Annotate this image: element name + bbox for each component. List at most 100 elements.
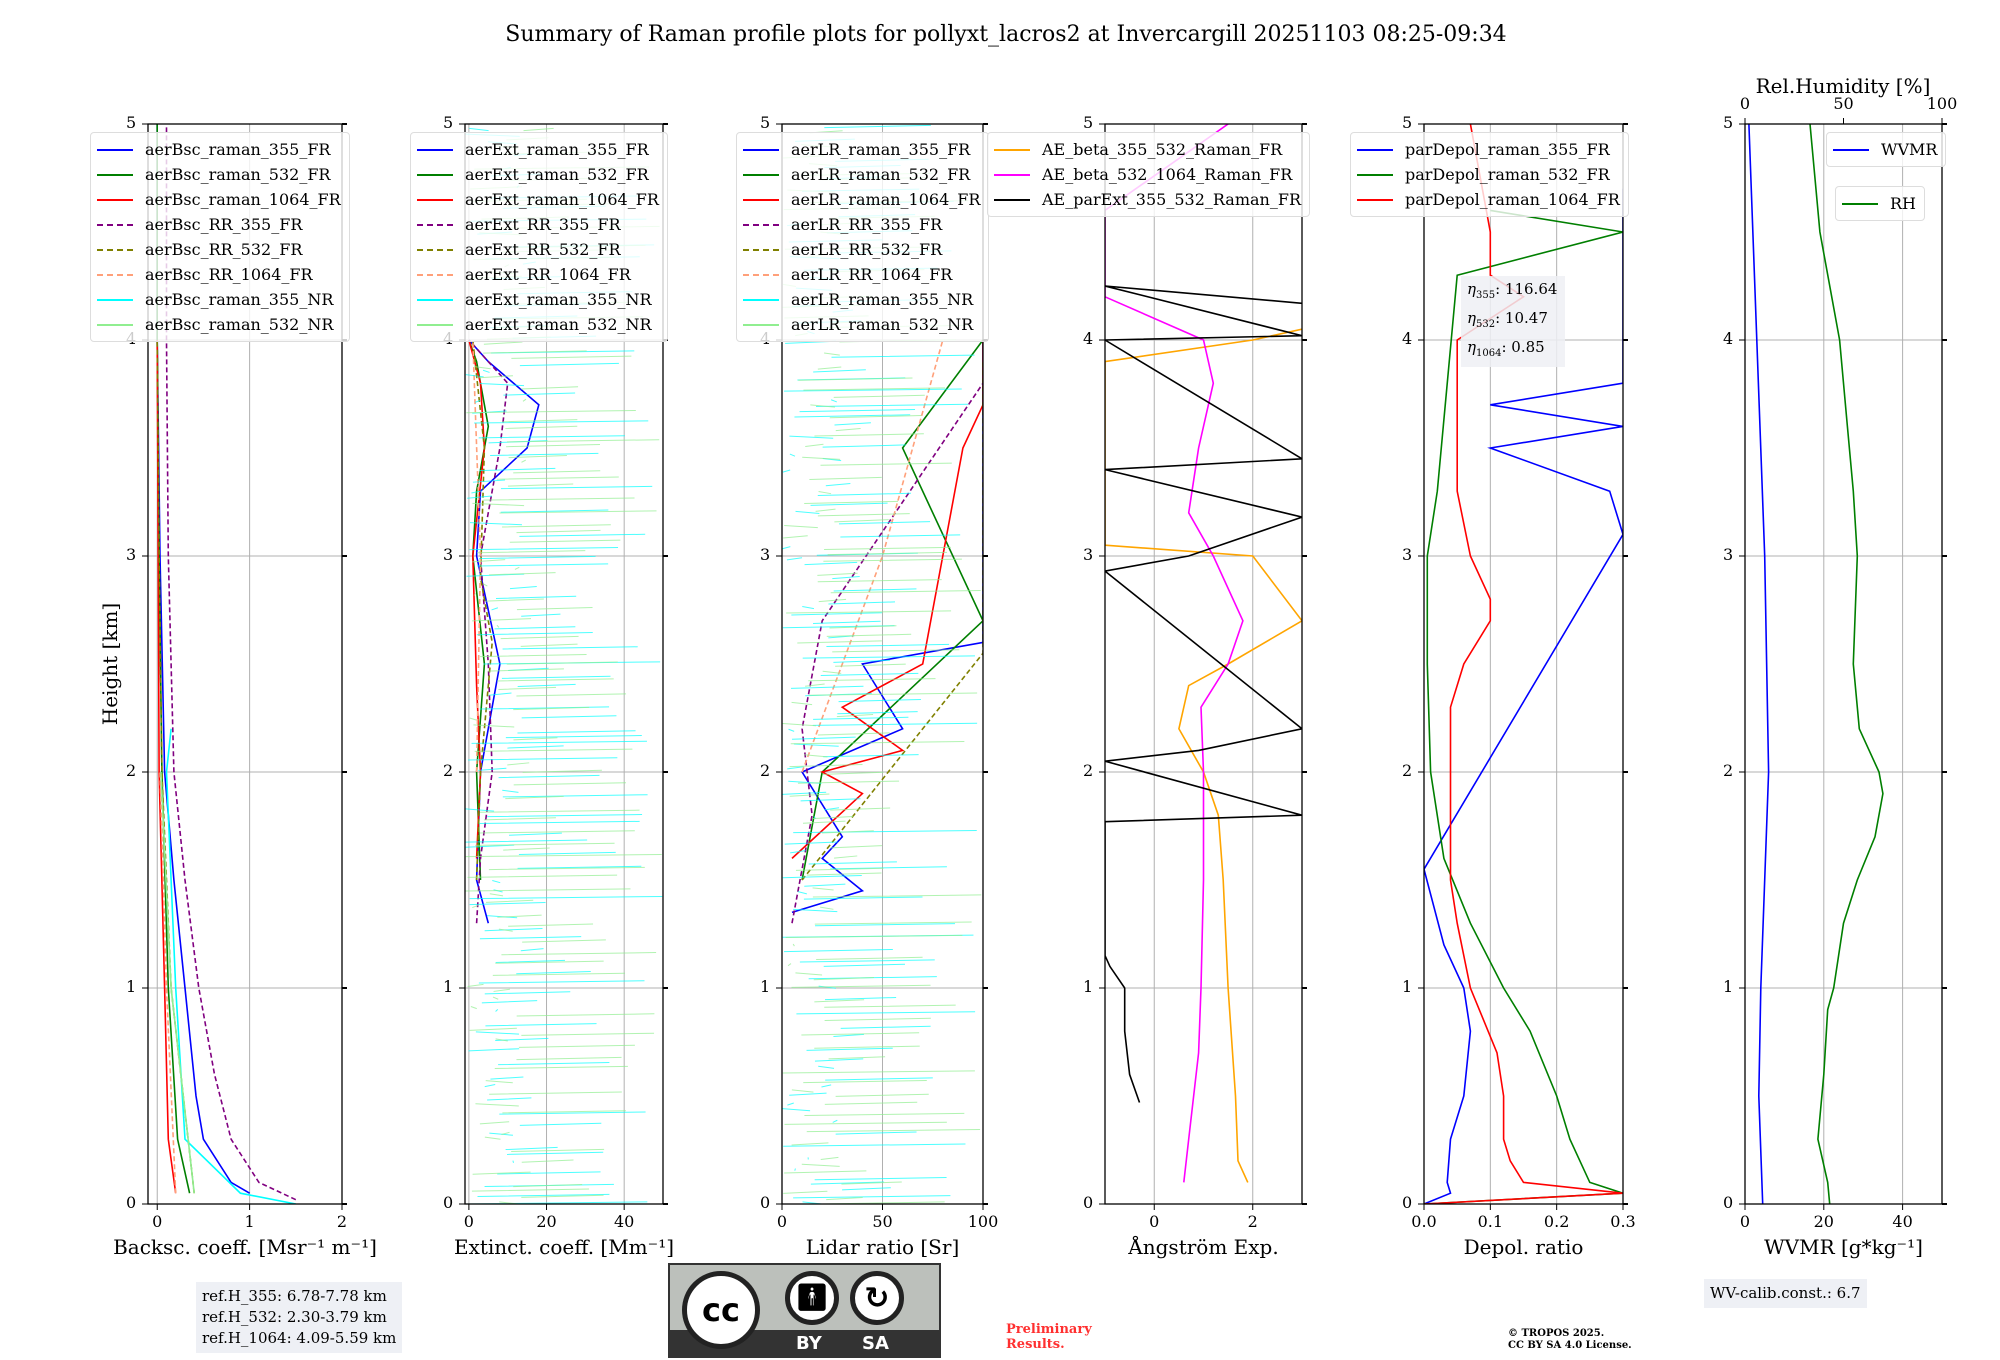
legend-swatch (417, 148, 453, 151)
legend-entry: aerExt_RR_355_FR (417, 212, 659, 237)
legend-swatch (417, 323, 453, 326)
legend-entry: aerBsc_raman_1064_FR (97, 187, 341, 212)
legend-label: aerExt_raman_355_NR (465, 290, 652, 309)
ref-h-532: ref.H_532: 2.30-3.79 km (202, 1308, 387, 1326)
x-axis-label: Ångström Exp. (1128, 1235, 1279, 1259)
series-aerLR_raman_532_FR (801, 339, 983, 881)
legend-swatch (994, 198, 1030, 201)
legend-entry: aerLR_RR_355_FR (743, 212, 980, 237)
legend-swatch (743, 323, 779, 326)
series-aerBsc_raman_355_NR (165, 728, 296, 1204)
series-group (156, 124, 297, 1204)
legend-label: aerLR_RR_1064_FR (791, 265, 953, 284)
series-WVMR (1748, 124, 1770, 1204)
legend-label: aerExt_raman_355_FR (465, 140, 649, 159)
y-axis-label: Height [km] (98, 602, 122, 726)
by-label: BY (796, 1333, 822, 1354)
legend-swatch (1357, 173, 1393, 176)
figure-title: Summary of Raman profile plots for polly… (505, 22, 1507, 47)
legend-entry: aerLR_raman_532_NR (743, 312, 980, 337)
legend-entry: parDepol_raman_355_FR (1357, 137, 1620, 162)
series-group (1748, 124, 1884, 1204)
series-aerExt_RR_355_FR (468, 339, 509, 924)
x-tick-label: 0.0 (1411, 1212, 1437, 1231)
legend-label: AE_beta_355_532_Raman_FR (1042, 140, 1283, 159)
legend-entry: aerExt_raman_355_NR (417, 287, 659, 312)
y-tick-label: 3 (1402, 545, 1413, 564)
y-tick-label: 4 (1083, 329, 1094, 348)
y-tick-label: 3 (1723, 545, 1734, 564)
axes-frame (464, 123, 664, 1205)
eta-1064: η1064: 0.85 (1467, 338, 1545, 359)
legend-swatch (417, 273, 453, 276)
legend-entry: aerLR_raman_355_FR (743, 137, 980, 162)
series-group (1424, 124, 1623, 1204)
series-aerLR_raman_1064_FR (791, 340, 983, 859)
x-tick-label: 40 (613, 1212, 635, 1231)
legend-label: aerBsc_raman_1064_FR (145, 190, 341, 209)
y-tick-label: 1 (1723, 977, 1734, 996)
legend-label: aerLR_raman_1064_FR (791, 190, 981, 209)
legend-entry: WVMR (1833, 137, 1937, 162)
legend-swatch (97, 198, 133, 201)
panel-3 (776, 123, 988, 1210)
y-tick-label: 0 (760, 1193, 771, 1212)
eta-532: η532: 10.47 (1467, 309, 1548, 330)
rh-axis-label: Rel.Humidity [%] (1755, 74, 1931, 98)
legend-label: aerBsc_raman_355_NR (145, 290, 334, 309)
y-tick-label: 1 (760, 977, 771, 996)
series-parDepol_raman_1064_FR (1424, 124, 1623, 1204)
series-aerExt_RR_1064_FR (472, 339, 482, 773)
series-aerBsc_RR_1064_FR (159, 771, 177, 1194)
legend-swatch (97, 323, 133, 326)
legend-label: aerLR_raman_532_NR (791, 315, 974, 334)
legend: aerLR_raman_355_FR aerLR_raman_532_FR aerL… (736, 132, 990, 342)
legend-label: aerLR_raman_532_FR (791, 165, 971, 184)
legend-swatch (97, 173, 133, 176)
panel-4 (1099, 123, 1307, 1210)
series-group (1105, 124, 1302, 1183)
x-tick-label: 40 (1892, 1212, 1913, 1231)
legend-swatch (994, 173, 1030, 176)
series-group (465, 127, 663, 1204)
legend: parDepol_raman_355_FR parDepol_raman_532_… (1350, 132, 1629, 217)
legend-swatch (1357, 148, 1393, 151)
x-tick-label: 0.2 (1543, 1212, 1570, 1231)
legend-entry: aerExt_raman_1064_FR (417, 187, 659, 212)
eta-355: η355: 116.64 (1467, 280, 1558, 301)
legend: aerExt_raman_355_FR aerExt_raman_532_FR ae… (410, 132, 668, 342)
share-alike-icon: ↻ (850, 1271, 904, 1325)
series-aerLR_RR_532_FR (801, 361, 983, 881)
series-aerLR_RR_1064_FR (801, 339, 944, 773)
legend-swatch (417, 173, 453, 176)
axes-frame (147, 123, 343, 1205)
legend-swatch (417, 198, 453, 201)
legend-swatch (994, 148, 1030, 151)
legend-swatch (97, 248, 133, 251)
legend-entry: aerExt_raman_355_FR (417, 137, 659, 162)
legend-entry: aerBsc_RR_1064_FR (97, 262, 341, 287)
legend-label: parDepol_raman_355_FR (1405, 140, 1610, 159)
series-group (782, 124, 983, 1204)
legend-label: aerBsc_RR_532_FR (145, 240, 303, 259)
series-AE_beta_532_1064_Raman_FR (1105, 124, 1244, 1183)
x-tick-label: 0 (776, 1212, 788, 1231)
panel-6 (1739, 123, 1947, 1210)
attribution-person-icon: 🚹︎ (785, 1271, 839, 1325)
legend-entry: RH (1842, 191, 1916, 216)
legend: AE_beta_355_532_Raman_FR AE_beta_532_1064… (987, 132, 1310, 217)
legend-entry: AE_beta_532_1064_Raman_FR (994, 162, 1301, 187)
x-tick-label: 100 (967, 1212, 999, 1231)
legend-swatch (743, 173, 779, 176)
legend-label: aerExt_RR_1064_FR (465, 265, 631, 284)
x-axis-label: Extinct. coeff. [Mm⁻¹] (453, 1235, 675, 1259)
series-AE_beta_355_532_Raman_FR (1105, 328, 1302, 1183)
legend-swatch (97, 273, 133, 276)
legend-label: aerLR_RR_355_FR (791, 215, 943, 234)
legend-swatch (1833, 148, 1869, 151)
cc-by-sa-license-logo: cc 🚹︎ ↻ BY SA (668, 1263, 941, 1358)
x-tick-label: 2 (1247, 1212, 1258, 1231)
legend-label: AE_parExt_355_532_Raman_FR (1042, 190, 1301, 209)
